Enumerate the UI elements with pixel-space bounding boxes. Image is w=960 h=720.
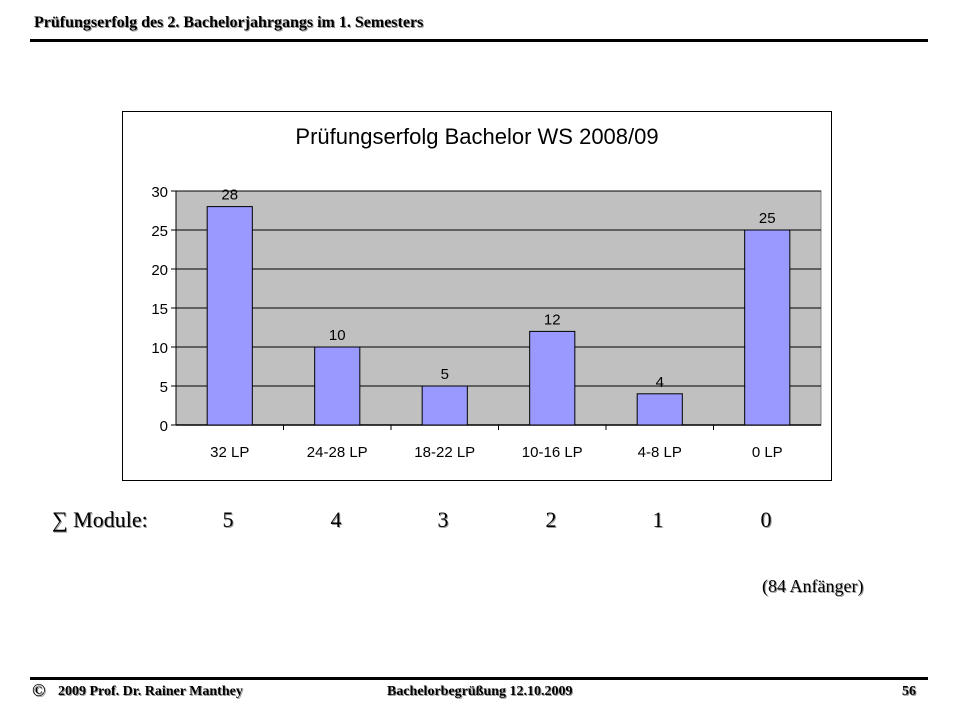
y-tick-label: 10 xyxy=(151,340,168,357)
x-tick-label: 18-22 LP xyxy=(414,444,475,461)
x-tick-label: 0 LP xyxy=(752,444,783,461)
copyright-symbol: © xyxy=(32,680,46,700)
bar xyxy=(421,385,468,426)
bottom-rule xyxy=(30,677,928,680)
module-count-2: 3 xyxy=(437,507,449,532)
y-tick-label: 0 xyxy=(160,418,168,435)
data-label: 25 xyxy=(759,210,776,227)
bar xyxy=(206,206,253,426)
data-label: 10 xyxy=(329,327,346,344)
footer-event: Bachelorbegrüßung 12.10.2009 xyxy=(387,684,573,699)
bar xyxy=(529,330,576,426)
top-rule xyxy=(30,39,928,42)
module-count-5: 0 xyxy=(760,507,772,532)
page-number: 56 xyxy=(902,684,916,699)
bar xyxy=(744,229,791,426)
module-sum-label: ∑ Module: xyxy=(52,507,148,532)
slide-title: Prüfungserfolg des 2. Bachelorjahrgangs … xyxy=(34,14,424,31)
y-tick-label: 5 xyxy=(160,379,168,396)
beginner-count-note: (84 Anfänger) xyxy=(762,576,864,596)
x-tick-label: 10-16 LP xyxy=(522,444,583,461)
module-count-1: 4 xyxy=(330,507,342,532)
data-label: 12 xyxy=(544,311,561,328)
data-label: 28 xyxy=(221,187,238,204)
module-count-0: 5 xyxy=(222,507,234,532)
y-tick-label: 15 xyxy=(151,301,168,318)
x-tick-label: 32 LP xyxy=(210,444,249,461)
data-label: 4 xyxy=(656,374,664,391)
y-tick-label: 30 xyxy=(151,184,168,201)
x-tick-label: 24-28 LP xyxy=(307,444,368,461)
module-count-3: 2 xyxy=(545,507,557,532)
bar xyxy=(314,346,361,426)
data-label: 5 xyxy=(441,366,449,383)
y-tick-label: 20 xyxy=(151,262,168,279)
footer-author: 2009 Prof. Dr. Rainer Manthey xyxy=(58,684,243,699)
module-count-4: 1 xyxy=(652,507,664,532)
bar xyxy=(636,393,683,426)
chart-title: Prüfungserfolg Bachelor WS 2008/09 xyxy=(295,124,659,149)
x-tick-label: 4-8 LP xyxy=(638,444,682,461)
y-tick-label: 25 xyxy=(151,223,168,240)
